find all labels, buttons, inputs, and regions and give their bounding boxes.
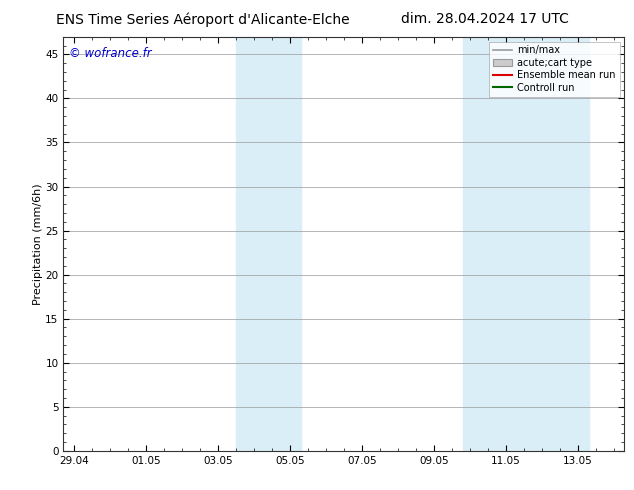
- Text: © wofrance.fr: © wofrance.fr: [69, 47, 152, 60]
- Y-axis label: Precipitation (mm/6h): Precipitation (mm/6h): [32, 183, 42, 305]
- Text: dim. 28.04.2024 17 UTC: dim. 28.04.2024 17 UTC: [401, 12, 569, 26]
- Legend: min/max, acute;cart type, Ensemble mean run, Controll run: min/max, acute;cart type, Ensemble mean …: [489, 42, 619, 97]
- Text: ENS Time Series Aéroport d'Alicante-Elche: ENS Time Series Aéroport d'Alicante-Elch…: [56, 12, 350, 27]
- Bar: [236, 37, 301, 451]
- Bar: [463, 37, 588, 451]
